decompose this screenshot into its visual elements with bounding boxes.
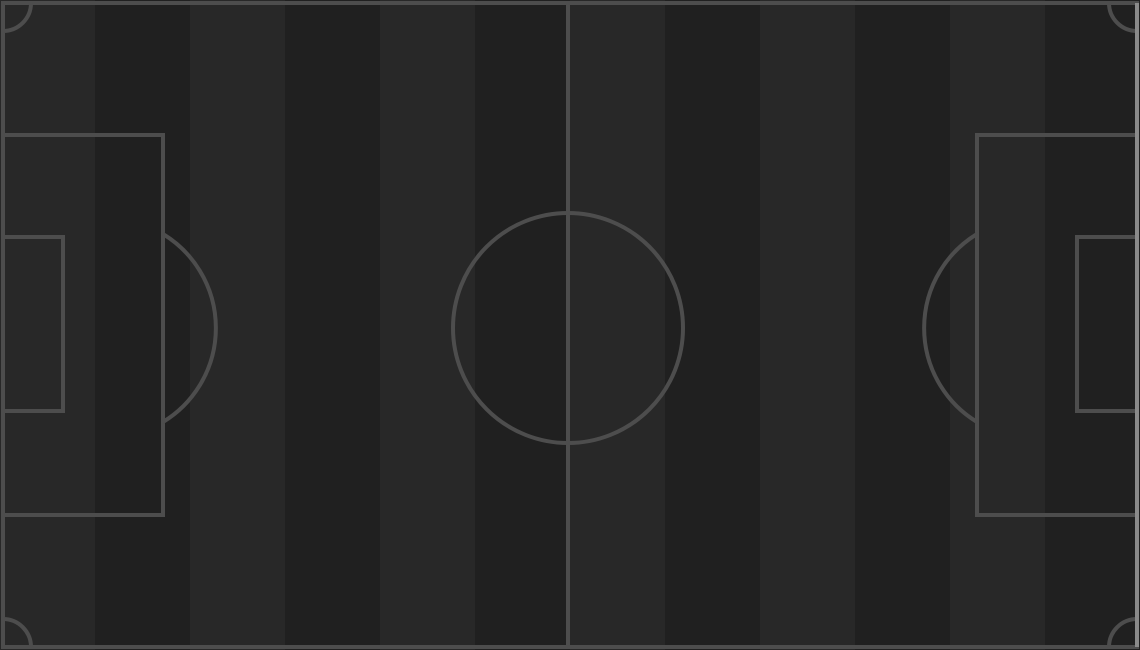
- pitch-stripe: [190, 0, 286, 650]
- center-circle: [451, 211, 685, 445]
- corner-arc-top-right: [1107, 2, 1138, 33]
- pitch-stripe: [0, 0, 96, 650]
- right-penalty-arc: [922, 232, 979, 424]
- pitch-stripe: [855, 0, 951, 650]
- corner-arc-bottom-left: [2, 617, 33, 648]
- corner-arc-top-left: [2, 2, 33, 33]
- pitch-stripe: [760, 0, 856, 650]
- pitch-stripe: [475, 0, 571, 650]
- corner-arc-bottom-right: [1107, 617, 1138, 648]
- pitch-stripe: [950, 0, 1046, 650]
- pitch-stripe: [95, 0, 191, 650]
- pitch-stripe: [665, 0, 761, 650]
- pitch-stripe: [285, 0, 381, 650]
- left-penalty-arc: [161, 232, 218, 424]
- pitch-stripe: [570, 0, 666, 650]
- pitch-stripe: [380, 0, 476, 650]
- left-goal-area: [1, 235, 65, 413]
- pitch-stripe: [1045, 0, 1140, 650]
